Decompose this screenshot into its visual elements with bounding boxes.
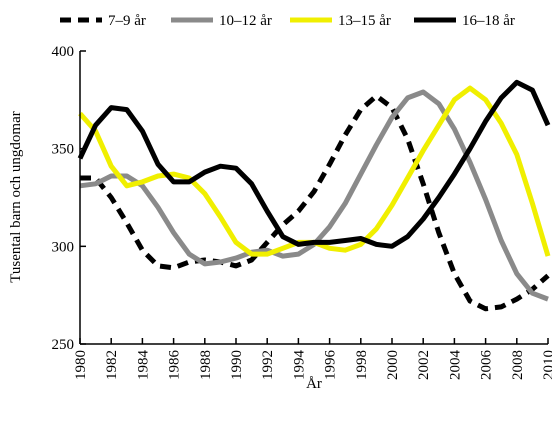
axes [79, 51, 548, 345]
x-tick-label: 1992 [260, 350, 276, 380]
y-axis-title: Tusental barn och ungdomar [8, 111, 24, 283]
x-tick-label: 1986 [167, 350, 183, 381]
x-tick-label: 2008 [510, 350, 526, 380]
x-tick-label: 1998 [354, 350, 370, 380]
y-tick-label: 400 [52, 44, 75, 60]
series-line-13-15-r [78, 85, 551, 257]
x-tick-label: 2006 [479, 350, 495, 381]
x-ticks: 1980 1982 1984 1986 1988 1990 1992 1994 1996 1998… [73, 338, 552, 380]
x-tick-label: 1982 [104, 350, 120, 380]
legend-label-10-12-r: 10–12 år [219, 13, 272, 29]
legend: 7–9 år 10–12 år 13–15 år 16–18 år [60, 13, 515, 29]
x-tick-label: 1994 [291, 350, 307, 381]
y-tick-label: 300 [52, 239, 75, 255]
y-tick-label: 350 [52, 142, 75, 158]
x-tick-label: 2010 [541, 350, 552, 380]
y-tick-label: 250 [52, 337, 75, 353]
x-tick-label: 1990 [229, 350, 245, 380]
x-axis-title: År [306, 376, 322, 392]
legend-label-7-9-r: 7–9 år [108, 13, 146, 29]
plot-lines [77, 79, 551, 312]
x-tick-label: 2000 [385, 350, 401, 380]
legend-label-16-18-r: 16–18 år [462, 13, 515, 29]
x-tick-label: 1984 [135, 350, 151, 381]
y-ticks: 250 300 350 400 [52, 44, 86, 353]
x-tick-label: 2002 [416, 350, 432, 380]
x-tick-label: 1980 [73, 350, 89, 380]
series-line-16-18-r [77, 79, 551, 249]
x-tick-label: 1988 [198, 350, 214, 380]
x-tick-label: 1996 [323, 350, 339, 381]
series-line-7-9-r [80, 93, 550, 312]
legend-label-13-15-r: 13–15 år [338, 13, 391, 29]
x-tick-label: 2004 [447, 350, 463, 381]
